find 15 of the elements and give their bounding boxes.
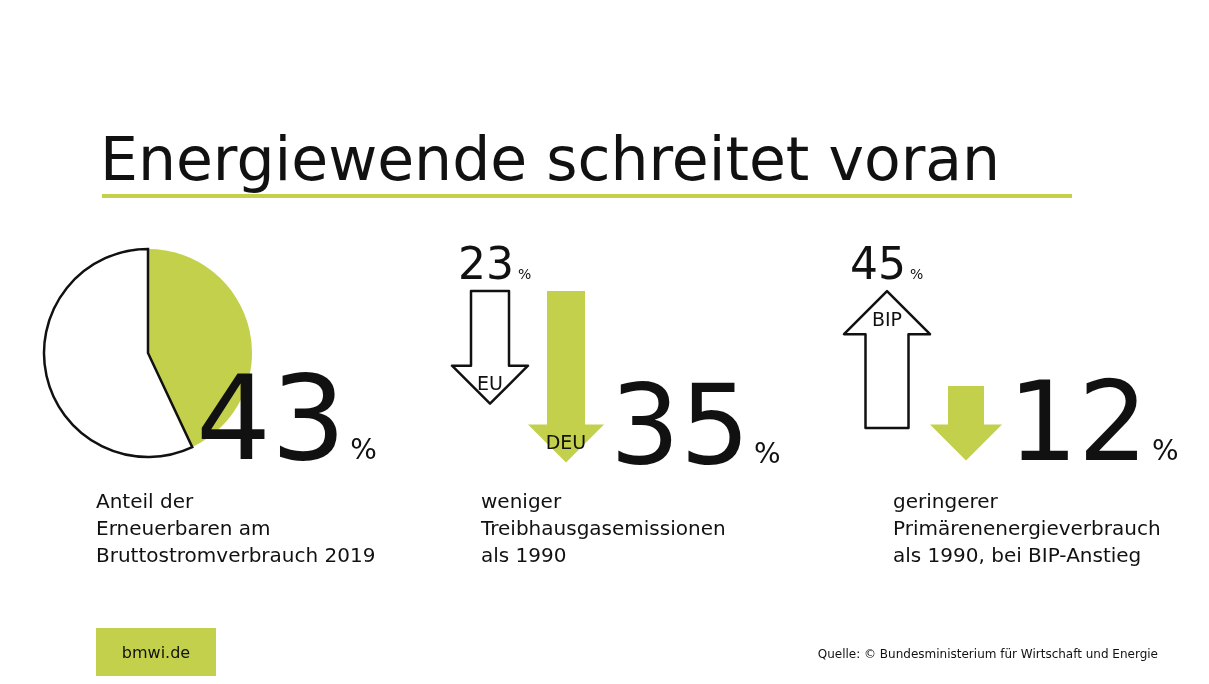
- data-label: 12%: [1008, 358, 1179, 487]
- text: Energiewende schreitet voran: [100, 124, 1001, 194]
- text: geringerer Primärenenergieverbrauch als 1990, bei BIP-Anstieg: [893, 489, 1161, 567]
- category-label: DEU: [545, 431, 587, 454]
- text: bmwi.de: [121, 643, 191, 662]
- data-label: 45%: [850, 238, 924, 290]
- text: weniger Treibhausgasemissionen als 1990: [480, 489, 726, 567]
- category-label: EU: [477, 372, 503, 395]
- source-note: Quelle: © Bundesministerium für Wirtschaft und Energie: [817, 647, 1158, 661]
- category-label: BIP: [871, 307, 903, 330]
- data-label: 23%: [458, 238, 532, 289]
- pie-slice: [42, 247, 194, 459]
- text: Anteil der Erneuerbaren am Bruttostromverbrauch 2019: [96, 489, 376, 567]
- data-label: 35%: [610, 360, 781, 489]
- data-label: 43%: [196, 349, 377, 487]
